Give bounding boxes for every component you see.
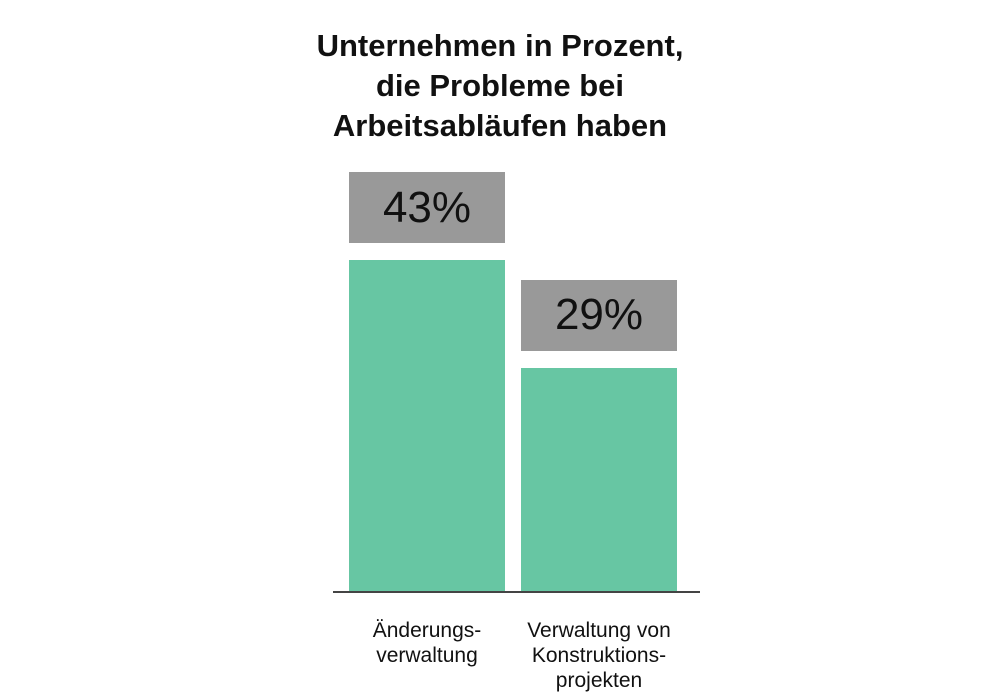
- title-line: Unternehmen in Prozent,: [316, 28, 684, 63]
- category-label: Verwaltung von Konstruktions- projekten: [504, 618, 694, 693]
- category-label: Änderungs- verwaltung: [332, 618, 522, 668]
- category-label-line: Verwaltung von: [527, 619, 671, 642]
- category-label-line: verwaltung: [376, 644, 478, 667]
- category-label-line: Konstruktions-: [531, 644, 667, 667]
- category-label-line: projekten: [555, 669, 643, 692]
- data-label: 43%: [349, 172, 505, 243]
- title-line: Arbeitsabläufen haben: [332, 108, 668, 143]
- x-axis-line: [333, 591, 700, 593]
- data-label: 29%: [521, 279, 677, 351]
- bar-aenderungsverwaltung: [349, 260, 505, 591]
- chart-title: Unternehmen in Prozent, die Probleme bei…: [0, 26, 1000, 146]
- category-label-line: Änderungs-: [372, 619, 482, 642]
- title-line: die Probleme bei: [375, 68, 625, 103]
- bar-verwaltung-konstruktionsprojekte: [521, 367, 677, 591]
